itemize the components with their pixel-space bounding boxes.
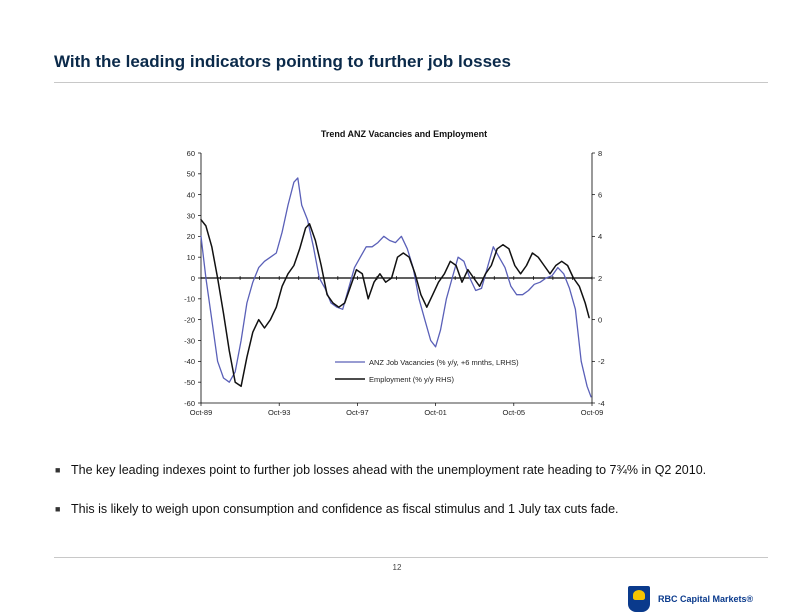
y-right-tick-label: 2 [598, 274, 602, 283]
y-left-tick-label: 30 [187, 211, 195, 220]
y-right-tick-label: -2 [598, 357, 605, 366]
series-line-vacancies [200, 177, 592, 398]
legend-box [326, 348, 564, 388]
page-number: 12 [392, 563, 402, 572]
legend: ANZ Job Vacancies (% y/y, +6 mnths, LRHS… [326, 348, 564, 388]
y-right-tick-label: 6 [598, 190, 602, 199]
logo-text: RBC Capital Markets® [658, 594, 754, 604]
y-left-tick-label: -30 [184, 336, 195, 345]
axes: 6050403020100-10-20-30-40-50-6086420-2-4… [184, 149, 605, 417]
bullet-list: ■ The key leading indexes point to furth… [55, 463, 755, 517]
y-right-tick-label: -4 [598, 399, 605, 408]
footer-divider [54, 557, 768, 558]
x-tick-label: Oct-89 [190, 408, 213, 417]
chart-title: Trend ANZ Vacancies and Employment [321, 129, 487, 139]
legend-label-employment: Employment (% y/y RHS) [369, 375, 455, 384]
rbc-logo: RBC Capital Markets® [628, 586, 753, 612]
legend-label-vacancies: ANZ Job Vacancies (% y/y, +6 mnths, LRHS… [369, 358, 519, 367]
line-chart: Trend ANZ Vacancies and Employment 60 50 4… [150, 120, 630, 430]
x-tick-label: Oct-09 [581, 408, 604, 417]
x-tick-label: Oct-93 [268, 408, 291, 417]
y-right-tick-label: 0 [598, 315, 602, 324]
chart-svg: Trend ANZ Vacancies and Employment 60504… [184, 129, 605, 417]
bullet-text: The key leading indexes point to further… [71, 463, 707, 477]
y-left-tick-label: 60 [187, 149, 195, 158]
series-lines [200, 177, 592, 398]
y-left-tick-label: -50 [184, 378, 195, 387]
slide-title: With the leading indicators pointing to … [54, 52, 511, 71]
rbc-shield-icon [628, 586, 650, 612]
bullet-marker: ■ [55, 504, 61, 514]
x-tick-label: Oct-01 [424, 408, 447, 417]
bullet-item: ■ This is likely to weigh upon consumpti… [55, 502, 755, 517]
bullet-item: ■ The key leading indexes point to furth… [55, 463, 755, 478]
bullet-text: This is likely to weigh upon consumption… [71, 502, 619, 516]
y-left-tick-label: 10 [187, 253, 195, 262]
x-tick-label: Oct-05 [503, 408, 526, 417]
y-right-tick-label: 8 [598, 149, 602, 158]
y-left-tick-label: 50 [187, 170, 195, 179]
y-left-tick-label: -40 [184, 357, 195, 366]
y-left-tick-label: 0 [191, 274, 195, 283]
y-right-tick-label: 4 [598, 232, 602, 241]
title-divider [54, 82, 768, 83]
y-left-tick-label: -10 [184, 295, 195, 304]
bullet-marker: ■ [55, 465, 61, 475]
y-left-tick-label: 40 [187, 190, 195, 199]
series-line-employment [200, 218, 590, 388]
x-tick-label: Oct-97 [346, 408, 369, 417]
y-left-tick-label: 20 [187, 232, 195, 241]
y-left-tick-label: -20 [184, 315, 195, 324]
y-left-tick-label: -60 [184, 399, 195, 408]
